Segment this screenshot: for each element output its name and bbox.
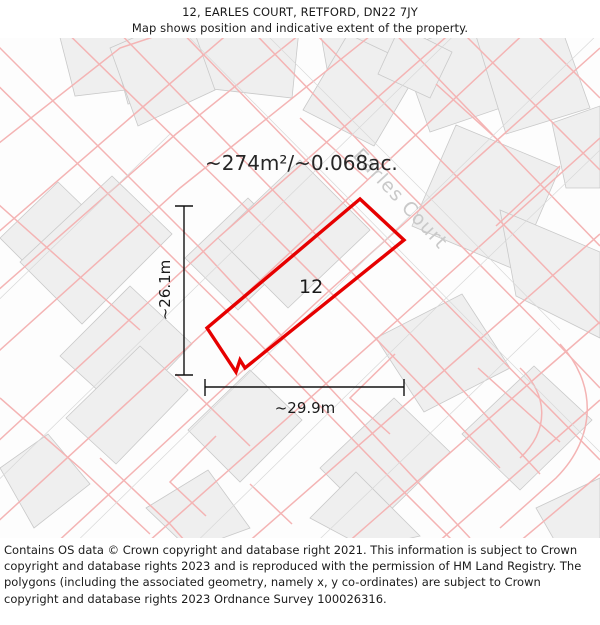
parcel-line	[0, 204, 141, 331]
parcel-line	[318, 38, 600, 325]
parcel-line	[351, 321, 600, 538]
building-polygon	[461, 365, 593, 491]
parcel-line	[123, 38, 541, 475]
cadastral-line	[0, 133, 171, 300]
parcel-line	[186, 38, 600, 461]
cadastral-line	[0, 38, 452, 479]
page-subtitle: Map shows position and indicative extent…	[131, 21, 469, 35]
parcel-line	[477, 367, 561, 443]
parcel-line	[0, 38, 153, 144]
parcel-line	[0, 38, 297, 290]
parcel-line	[0, 397, 151, 535]
house-number-label: 12	[299, 276, 323, 298]
building-polygon	[535, 477, 600, 538]
parcel-line	[538, 38, 600, 99]
parcel-line	[251, 233, 600, 538]
parcel-line	[441, 399, 600, 538]
map-canvas[interactable]: Earles Court ~274m²/~0.068ac. 12 ~26.1m …	[0, 38, 600, 538]
vertical-dimension	[175, 205, 193, 376]
copyright-notice: Contains OS data © Crown copyright and d…	[4, 543, 582, 606]
parcel-line	[0, 38, 225, 232]
cadastral-line	[199, 149, 600, 538]
parcel-line-curve	[499, 343, 588, 529]
parcel-line	[435, 83, 501, 143]
horizontal-dimension	[204, 379, 405, 396]
page-title: 12, EARLES COURT, RETFORD, DN22 7JY	[182, 5, 418, 19]
parcel-line	[0, 38, 369, 352]
parcel-line	[99, 457, 184, 538]
parcel-line	[249, 483, 293, 525]
map-svg: Earles Court ~274m²/~0.068ac. 12 ~26.1m …	[0, 38, 600, 538]
building-polygon	[499, 209, 600, 339]
building-polygon	[377, 38, 453, 99]
parcel-line	[168, 435, 217, 517]
cadastral-hairlines	[0, 38, 600, 538]
parcel-line	[175, 373, 251, 447]
parcel-line	[466, 38, 600, 171]
parcel-line	[60, 47, 600, 538]
building-polygon	[476, 38, 591, 135]
building-polygon	[109, 38, 216, 127]
cadastral-line	[320, 327, 541, 538]
property-plot-outline[interactable]	[204, 196, 407, 376]
building-polygon	[19, 175, 173, 325]
building-polygon	[309, 471, 421, 538]
cadastral-line	[79, 38, 595, 538]
parcel-line	[0, 86, 452, 538]
parcel-line	[151, 137, 600, 538]
area-label: ~274m²/~0.068ac.	[205, 151, 398, 175]
building-polygon	[217, 159, 371, 309]
cadastral-line	[269, 38, 561, 331]
map-header: 12, EARLES COURT, RETFORD, DN22 7JY Map …	[0, 0, 600, 36]
parcel-line	[495, 165, 561, 227]
parcel-line	[348, 353, 396, 435]
parcel-line	[0, 46, 471, 538]
parcel-line	[299, 117, 369, 181]
map-footer: Contains OS data © Crown copyright and d…	[0, 538, 600, 625]
parcel-line	[522, 473, 600, 538]
parcel-line	[258, 38, 600, 389]
parcel-line	[0, 38, 447, 441]
building-polygon	[187, 369, 303, 483]
horizontal-dimension-label: ~29.9m	[275, 399, 336, 417]
cadastral-line	[189, 38, 600, 453]
vertical-dimension-label: ~26.1m	[156, 260, 174, 321]
parcel-line-curve	[519, 367, 543, 459]
